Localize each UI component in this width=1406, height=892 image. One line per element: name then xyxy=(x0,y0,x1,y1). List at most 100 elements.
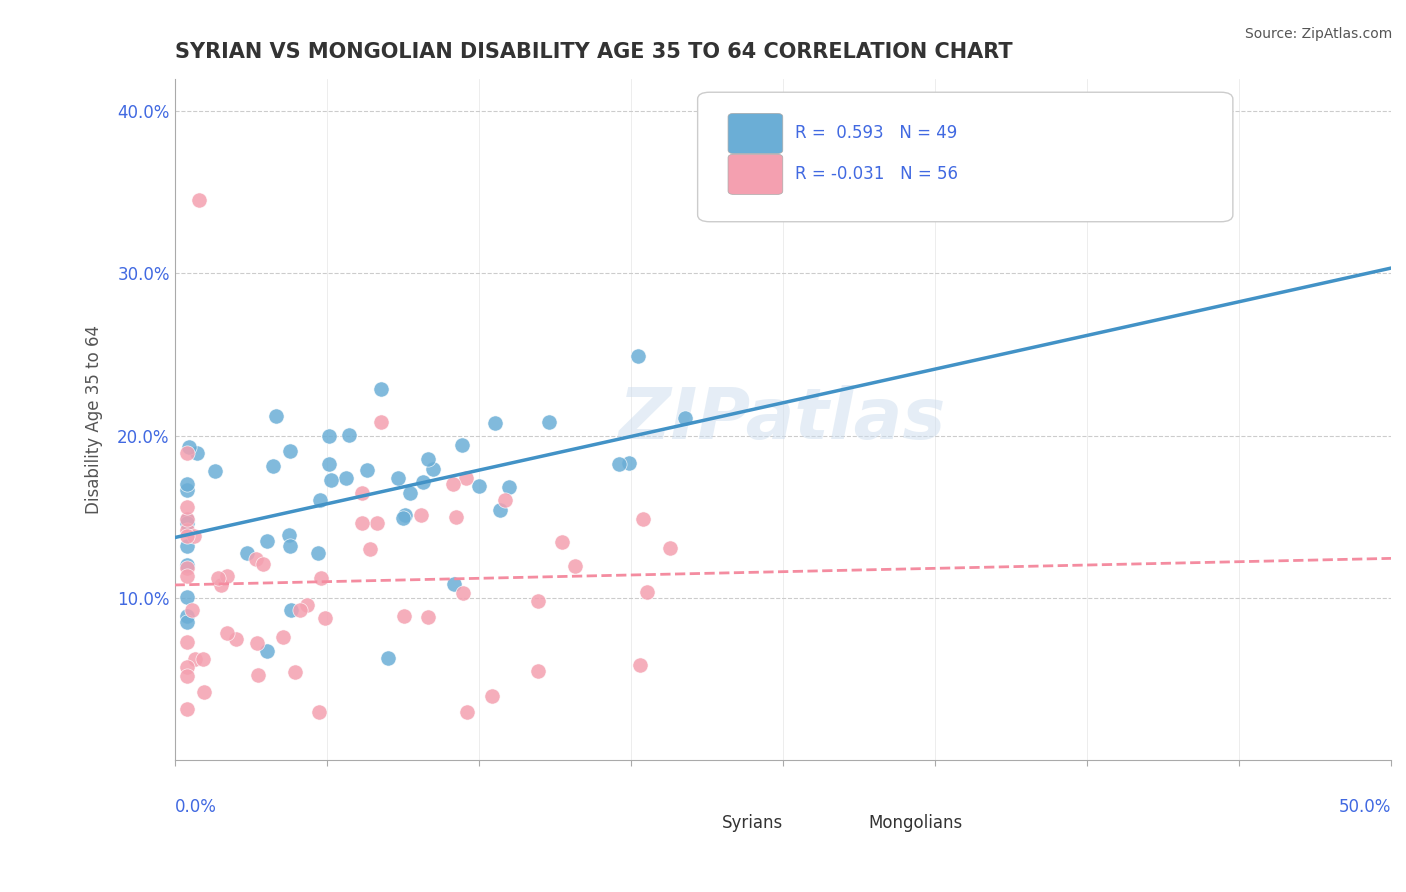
Point xyxy=(280,603,302,617)
Point xyxy=(176,702,198,716)
Point xyxy=(176,511,198,525)
Point xyxy=(387,471,409,485)
Point xyxy=(295,598,318,612)
Point xyxy=(370,382,392,396)
Point xyxy=(245,551,267,566)
FancyBboxPatch shape xyxy=(697,92,1233,222)
Point xyxy=(412,475,434,489)
Point xyxy=(394,508,416,523)
Point xyxy=(217,568,239,582)
Point xyxy=(278,528,301,542)
Point xyxy=(176,500,198,514)
Point xyxy=(235,546,257,560)
Point xyxy=(394,608,416,623)
Point xyxy=(443,576,465,591)
Point xyxy=(307,546,329,560)
Point xyxy=(176,560,198,574)
Text: 50.0%: 50.0% xyxy=(1339,797,1391,815)
Point xyxy=(631,512,654,526)
Point xyxy=(494,493,516,508)
Point xyxy=(176,615,198,629)
Point xyxy=(607,457,630,471)
Point xyxy=(456,471,478,485)
Point xyxy=(225,632,247,646)
Point xyxy=(186,445,208,459)
Point xyxy=(176,635,198,649)
Point xyxy=(266,409,288,424)
Point xyxy=(527,594,550,608)
Point xyxy=(191,651,214,665)
Text: 0.0%: 0.0% xyxy=(174,797,217,815)
Text: Syrians: Syrians xyxy=(721,814,783,832)
Point xyxy=(176,569,198,583)
Point xyxy=(339,427,361,442)
Point xyxy=(183,651,205,665)
Point xyxy=(176,669,198,683)
Point xyxy=(527,664,550,678)
Point xyxy=(176,516,198,530)
Point xyxy=(176,659,198,673)
Point xyxy=(176,445,198,459)
Point xyxy=(181,603,204,617)
Point xyxy=(176,523,198,537)
Point xyxy=(627,349,650,363)
Point xyxy=(422,461,444,475)
Point xyxy=(416,451,439,466)
Point xyxy=(319,473,342,487)
Point xyxy=(308,705,330,719)
Point xyxy=(176,590,198,604)
Point xyxy=(370,415,392,429)
Point xyxy=(318,429,340,443)
Point xyxy=(209,578,232,592)
Point xyxy=(453,586,475,600)
Point xyxy=(377,651,399,665)
Point xyxy=(538,415,561,429)
Point xyxy=(489,503,512,517)
Point xyxy=(288,603,311,617)
Point xyxy=(278,444,301,458)
Text: R = -0.031   N = 56: R = -0.031 N = 56 xyxy=(794,165,957,183)
Point xyxy=(418,610,440,624)
Point xyxy=(391,510,413,524)
Point xyxy=(176,513,198,527)
Point xyxy=(636,585,658,599)
Point xyxy=(409,508,432,522)
Point xyxy=(456,705,478,719)
Point xyxy=(278,539,301,553)
Text: R =  0.593   N = 49: R = 0.593 N = 49 xyxy=(794,124,957,142)
Point xyxy=(350,516,373,531)
Point xyxy=(176,483,198,498)
Point xyxy=(176,477,198,491)
Point xyxy=(284,665,307,679)
Point xyxy=(271,630,294,644)
Point xyxy=(498,480,520,494)
Point xyxy=(441,476,464,491)
Point xyxy=(256,533,278,548)
FancyBboxPatch shape xyxy=(682,813,720,834)
Point xyxy=(484,417,506,431)
Point xyxy=(450,438,472,452)
Point xyxy=(658,541,681,556)
Point xyxy=(468,479,491,493)
Point xyxy=(187,194,209,208)
Point xyxy=(314,610,336,624)
Text: Mongolians: Mongolians xyxy=(868,814,962,832)
Point xyxy=(183,529,205,543)
Point xyxy=(550,534,572,549)
FancyBboxPatch shape xyxy=(728,113,783,153)
Point xyxy=(444,510,467,524)
Point xyxy=(176,609,198,624)
Point xyxy=(308,493,330,508)
Text: ZIPatlas: ZIPatlas xyxy=(619,385,946,454)
Point xyxy=(356,463,378,477)
Point xyxy=(350,486,373,500)
Point xyxy=(246,636,269,650)
Point xyxy=(335,471,357,485)
Point xyxy=(193,685,215,699)
FancyBboxPatch shape xyxy=(728,154,783,194)
Point xyxy=(366,516,388,530)
Point xyxy=(177,440,200,454)
Point xyxy=(176,539,198,553)
Point xyxy=(207,571,229,585)
Point xyxy=(176,528,198,542)
